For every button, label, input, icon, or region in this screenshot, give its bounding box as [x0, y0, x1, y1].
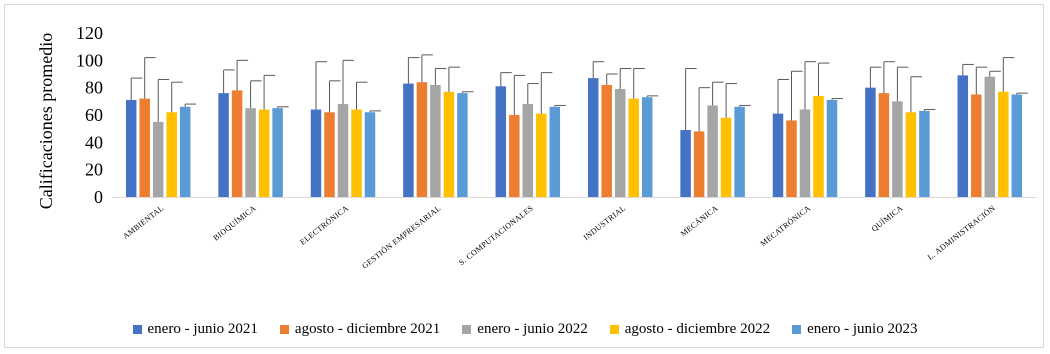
legend-label: enero - junio 2022: [477, 320, 588, 337]
bar: [351, 109, 362, 197]
y-tick-label: 0: [94, 187, 103, 207]
bar: [878, 93, 890, 197]
legend-item: enero - junio 2023: [792, 321, 917, 338]
bar: [720, 117, 732, 197]
bar: [905, 112, 917, 197]
bar: [734, 106, 745, 197]
bar: [125, 99, 137, 197]
bar-chart: Calificaciones promedio 0 20 40 60 80 100 120 AM…: [36, 23, 1036, 271]
bar: [957, 75, 969, 197]
legend-item: agosto - diciembre 2022: [609, 320, 771, 338]
bar: [522, 104, 534, 197]
y-tick-label: 60: [85, 105, 103, 125]
legend-label: enero - junio 2021: [147, 320, 258, 337]
legend-label: agosto - diciembre 2022: [624, 320, 771, 337]
bar: [628, 98, 639, 197]
y-tick-label: 20: [85, 160, 103, 180]
y-axis-label: Calificaciones promedio: [36, 33, 56, 209]
bar: [587, 78, 599, 197]
bar: [826, 99, 838, 197]
x-tick-label: INDUSTRIAL: [582, 203, 628, 241]
legend-swatch: [132, 324, 142, 334]
x-tick-label: MECÁNICA: [678, 203, 720, 239]
bar: [430, 84, 441, 197]
bar: [457, 93, 468, 197]
legend-swatch: [609, 324, 619, 334]
y-tick-label: 80: [85, 78, 103, 98]
bar: [495, 86, 507, 197]
bar: [166, 112, 177, 197]
bar: [139, 98, 150, 197]
legend-swatch: [792, 324, 802, 334]
bar: [245, 108, 256, 197]
legend: enero - junio 2021 agosto - diciembre 202…: [0, 316, 1050, 342]
bar: [536, 113, 547, 197]
x-tick-label: MECATRÓNICA: [758, 203, 812, 248]
legend-item: enero - junio 2022: [462, 320, 588, 338]
bar: [614, 89, 626, 197]
bar: [865, 87, 876, 197]
bar: [403, 83, 414, 197]
y-tick-label: 100: [76, 50, 103, 70]
bar: [984, 76, 996, 197]
bar: [179, 106, 191, 197]
bar: [310, 109, 322, 197]
bar: [641, 97, 653, 197]
bar: [443, 91, 455, 197]
bar: [231, 90, 243, 197]
bar: [337, 104, 349, 197]
bar: [693, 131, 705, 197]
bar: [919, 110, 930, 197]
bar: [680, 130, 691, 197]
bar: [272, 108, 283, 197]
x-tick-label: BIOQUÍMICA: [211, 203, 258, 243]
x-tick-label: QUÍMICA: [869, 203, 904, 234]
legend-label: enero - junio 2023: [807, 320, 918, 337]
x-tick-label: S. COMPUTACIONALES: [457, 203, 535, 267]
y-tick-label: 40: [85, 132, 103, 152]
legend-label: agosto - diciembre 2021: [294, 320, 441, 337]
bar: [892, 101, 903, 197]
bar: [218, 93, 229, 197]
bar: [258, 109, 270, 197]
y-tick-label: 120: [76, 23, 103, 43]
bar: [772, 113, 784, 197]
bar: [707, 105, 718, 197]
bar: [509, 115, 520, 197]
legend-swatch: [279, 324, 289, 334]
bar: [549, 106, 561, 197]
bar: [799, 109, 811, 197]
bar: [416, 82, 428, 197]
bar: [601, 84, 612, 197]
bar: [152, 121, 164, 197]
x-tick-label: GESTIÓN EMPRESARIAL: [360, 203, 443, 271]
x-tick-label: ELECTRÓNICA: [298, 203, 351, 247]
x-tick-label: L. ADMINISTRACIÓN: [925, 203, 997, 262]
bar: [364, 112, 376, 197]
x-tick-label: AMBIENTAL: [121, 203, 165, 240]
legend-item: enero - junio 2021: [132, 320, 258, 338]
bar: [1011, 94, 1023, 197]
bar: [324, 112, 335, 197]
bar: [813, 95, 824, 197]
legend-swatch: [462, 324, 472, 334]
bar: [998, 91, 1009, 197]
legend-item: agosto - diciembre 2021: [279, 320, 441, 338]
bar: [971, 94, 982, 197]
bar: [786, 120, 797, 197]
